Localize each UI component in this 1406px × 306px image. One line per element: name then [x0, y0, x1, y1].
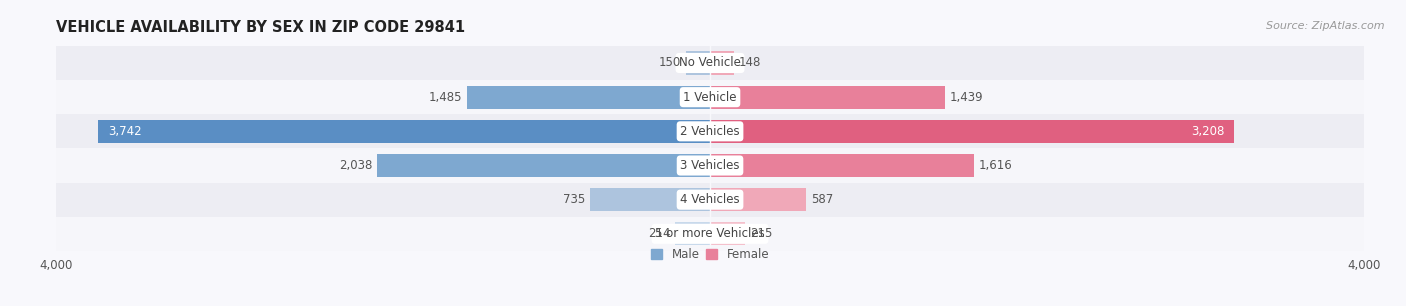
Text: No Vehicle: No Vehicle: [679, 57, 741, 69]
Bar: [56, 148, 1364, 183]
Bar: [686, 51, 710, 75]
Text: 5 or more Vehicles: 5 or more Vehicles: [655, 227, 765, 240]
Bar: [710, 120, 1234, 143]
Text: 214: 214: [648, 227, 671, 240]
Text: 1,439: 1,439: [950, 91, 984, 104]
Text: 4 Vehicles: 4 Vehicles: [681, 193, 740, 206]
Bar: [56, 80, 1364, 114]
Text: 3,742: 3,742: [108, 125, 142, 138]
Text: 3,208: 3,208: [1191, 125, 1225, 138]
Bar: [591, 188, 710, 211]
Text: 587: 587: [811, 193, 834, 206]
Text: 735: 735: [562, 193, 585, 206]
Bar: [56, 46, 1364, 80]
Text: 2 Vehicles: 2 Vehicles: [681, 125, 740, 138]
Text: 215: 215: [749, 227, 772, 240]
Bar: [56, 217, 1364, 251]
Text: VEHICLE AVAILABILITY BY SEX IN ZIP CODE 29841: VEHICLE AVAILABILITY BY SEX IN ZIP CODE …: [56, 20, 465, 35]
Bar: [710, 222, 745, 245]
Text: 3 Vehicles: 3 Vehicles: [681, 159, 740, 172]
Bar: [56, 114, 1364, 148]
Bar: [56, 183, 1364, 217]
Text: Source: ZipAtlas.com: Source: ZipAtlas.com: [1267, 21, 1385, 32]
Text: 148: 148: [740, 57, 762, 69]
Bar: [710, 154, 974, 177]
Text: 1,616: 1,616: [979, 159, 1012, 172]
Bar: [467, 86, 710, 109]
Bar: [710, 188, 806, 211]
Bar: [675, 222, 710, 245]
Bar: [710, 86, 945, 109]
Bar: [98, 120, 710, 143]
Bar: [377, 154, 710, 177]
Text: 2,038: 2,038: [339, 159, 373, 172]
Text: 150: 150: [658, 57, 681, 69]
Text: 1,485: 1,485: [429, 91, 463, 104]
Text: 1 Vehicle: 1 Vehicle: [683, 91, 737, 104]
Legend: Male, Female: Male, Female: [651, 248, 769, 261]
Bar: [710, 51, 734, 75]
